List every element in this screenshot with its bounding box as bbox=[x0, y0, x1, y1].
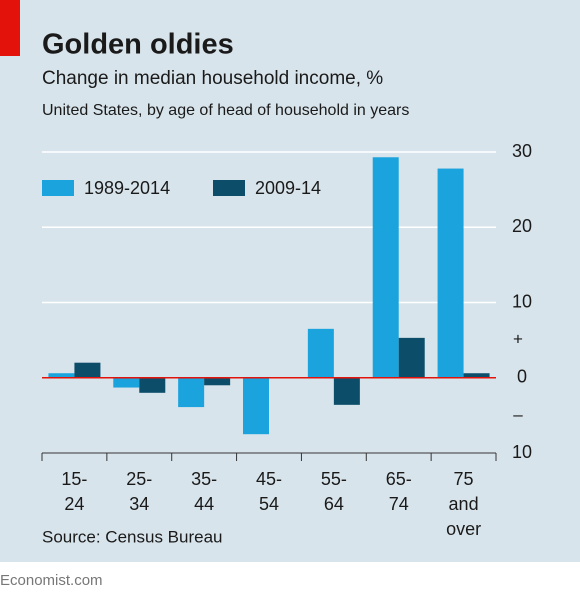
background bbox=[0, 0, 580, 562]
bar bbox=[463, 373, 490, 378]
legend-swatch bbox=[213, 180, 245, 196]
bar bbox=[372, 157, 399, 378]
x-tick-label: 25- bbox=[126, 469, 152, 489]
chart-title: Golden oldies bbox=[42, 29, 234, 61]
y-tick-label: 0 bbox=[517, 367, 527, 387]
legend-swatch bbox=[42, 180, 74, 196]
source: Source: Census Bureau bbox=[42, 527, 223, 546]
y-tick-label: 20 bbox=[512, 216, 532, 236]
description: United States, by age of head of househo… bbox=[42, 102, 409, 119]
sign-label: + bbox=[513, 330, 523, 349]
bar bbox=[139, 377, 166, 393]
bar bbox=[307, 328, 334, 378]
bar bbox=[74, 362, 101, 378]
bar bbox=[48, 373, 75, 378]
legend-label: 1989-2014 bbox=[84, 178, 170, 198]
y-tick-label: 10 bbox=[512, 442, 532, 462]
x-tick-label: 65- bbox=[386, 469, 412, 489]
x-tick-label: and bbox=[449, 494, 479, 514]
x-tick-label: 74 bbox=[389, 494, 409, 514]
red-tag bbox=[0, 0, 20, 56]
y-tick-label: 10 bbox=[512, 291, 532, 311]
x-tick-label: 45- bbox=[256, 469, 282, 489]
x-tick-label: 15- bbox=[61, 469, 87, 489]
x-tick-label: 44 bbox=[194, 494, 214, 514]
bar bbox=[437, 168, 464, 378]
subtitle: Change in median household income, % bbox=[42, 68, 383, 89]
x-tick-label: 34 bbox=[129, 494, 149, 514]
x-tick-label: 24 bbox=[64, 494, 84, 514]
x-tick-label: 55- bbox=[321, 469, 347, 489]
sign-label: – bbox=[513, 405, 523, 424]
y-tick-label: 30 bbox=[512, 141, 532, 161]
bar bbox=[398, 337, 425, 378]
legend-label: 2009-14 bbox=[255, 178, 321, 198]
x-tick-label: over bbox=[446, 519, 481, 539]
bar bbox=[204, 377, 231, 386]
bar bbox=[178, 377, 205, 408]
x-tick-label: 54 bbox=[259, 494, 279, 514]
bar bbox=[333, 377, 360, 405]
bar bbox=[243, 377, 269, 435]
footer: Economist.com bbox=[0, 572, 103, 589]
x-tick-label: 64 bbox=[324, 494, 344, 514]
x-tick-label: 75 bbox=[454, 469, 474, 489]
x-tick-label: 35- bbox=[191, 469, 217, 489]
bar bbox=[113, 377, 140, 388]
